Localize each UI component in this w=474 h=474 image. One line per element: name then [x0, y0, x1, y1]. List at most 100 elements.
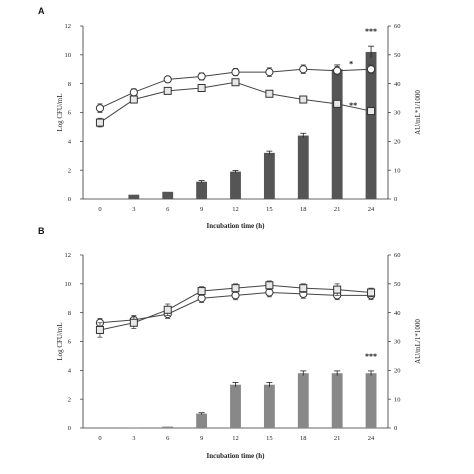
y-right-tick-label: 10: [394, 167, 401, 174]
y-right-tick-label: 60: [394, 252, 401, 259]
x-tick-label: 0: [98, 435, 101, 442]
x-tick-label: 18: [300, 435, 307, 442]
x-tick-label: 15: [266, 206, 273, 213]
y-right-tick-label: 50: [394, 281, 401, 288]
data-point-square: [299, 95, 308, 104]
data-point-square: [129, 95, 138, 104]
y-left-axis-title: Log CFU/mL: [56, 322, 64, 360]
x-tick-label: 18: [300, 206, 307, 213]
x-tick-label: 12: [232, 206, 239, 213]
data-point-circle: [333, 66, 342, 75]
y-right-tick-label: 60: [394, 23, 401, 30]
significance-label: ***: [365, 27, 377, 36]
bar: [230, 384, 241, 428]
data-point-circle: [163, 75, 172, 84]
significance-label: *: [349, 60, 353, 69]
data-point-square: [197, 287, 206, 296]
x-tick-label: 3: [132, 206, 135, 213]
y-right-tick-label: 0: [394, 196, 397, 203]
data-point-square: [129, 318, 138, 327]
data-point-square: [367, 107, 376, 116]
data-point-circle: [265, 68, 274, 77]
y-left-tick-label: 12: [65, 23, 72, 30]
series-line-square: [99, 81, 372, 124]
y-right-tick-label: 20: [394, 139, 401, 146]
x-tick-label: 24: [368, 435, 375, 442]
bar: [297, 373, 309, 428]
bar: [263, 384, 275, 428]
bar: [230, 171, 241, 199]
data-point-square: [197, 83, 206, 92]
y-left-tick-label: 0: [68, 425, 71, 432]
bar: [297, 135, 309, 199]
y-right-tick-label: 0: [394, 425, 397, 432]
y-left-tick-label: 12: [65, 252, 72, 259]
x-tick-label: 0: [98, 206, 101, 213]
data-point-circle: [366, 65, 376, 74]
x-tick-label: 15: [266, 435, 273, 442]
y-left-tick-label: 8: [68, 310, 71, 317]
data-point-circle: [299, 65, 308, 74]
y-left-tick-label: 8: [68, 81, 71, 88]
y-left-tick-label: 6: [68, 110, 72, 117]
y-right-tick-label: 20: [394, 368, 401, 375]
panel-label: B: [38, 226, 45, 236]
y-right-tick-label: 10: [394, 396, 401, 403]
data-point-square: [333, 99, 342, 108]
bar: [331, 69, 343, 199]
bar: [128, 427, 140, 428]
data-point-square: [231, 284, 240, 293]
data-point-circle: [129, 88, 138, 97]
y-right-tick-label: 50: [394, 52, 401, 59]
x-axis-title: Incubation time (h): [207, 222, 266, 230]
y-left-axis-title: Log CFU/mL: [56, 93, 64, 131]
x-tick-label: 3: [132, 435, 135, 442]
y-left-tick-label: 10: [65, 281, 72, 288]
x-tick-label: 9: [200, 435, 203, 442]
data-point-square: [333, 285, 342, 294]
data-point-square: [95, 325, 104, 334]
bar: [162, 426, 174, 428]
x-tick-label: 24: [368, 206, 375, 213]
y-left-tick-label: 2: [68, 396, 71, 403]
data-point-square: [367, 288, 376, 297]
y-left-tick-label: 2: [68, 167, 71, 174]
x-axis-title: Incubation time (h): [207, 452, 266, 460]
y-right-tick-label: 30: [394, 110, 401, 117]
bar: [162, 191, 174, 199]
y-right-axis-title: AU/mL*1/1000: [414, 90, 422, 135]
panel-label: A: [38, 6, 45, 16]
y-right-tick-label: 30: [394, 339, 401, 346]
bar: [128, 194, 140, 199]
data-point-square: [163, 305, 172, 314]
x-tick-label: 21: [334, 206, 341, 213]
data-point-square: [95, 118, 104, 127]
y-left-tick-label: 4: [68, 368, 72, 375]
data-point-square: [265, 281, 274, 290]
y-left-tick-label: 0: [68, 196, 71, 203]
bar: [196, 181, 208, 199]
bar: [263, 152, 275, 199]
significance-label: ***: [365, 352, 377, 361]
data-point-square: [163, 86, 172, 95]
x-tick-label: 6: [166, 206, 170, 213]
data-point-square: [231, 78, 240, 87]
data-point-circle: [231, 68, 240, 77]
data-point-square: [265, 89, 274, 98]
bar: [196, 413, 208, 428]
y-left-tick-label: 6: [68, 339, 72, 346]
significance-label: **: [349, 101, 357, 110]
x-tick-label: 12: [232, 435, 239, 442]
data-point-circle: [197, 72, 206, 81]
x-tick-label: 6: [166, 435, 170, 442]
y-right-tick-label: 40: [394, 310, 401, 317]
y-right-axis-title: AU/mL/1*1000: [414, 319, 422, 364]
y-left-tick-label: 4: [68, 139, 72, 146]
y-right-tick-label: 40: [394, 81, 401, 88]
data-point-square: [299, 284, 308, 293]
bar: [331, 373, 343, 428]
y-left-tick-label: 10: [65, 52, 72, 59]
x-tick-label: 21: [334, 435, 341, 442]
